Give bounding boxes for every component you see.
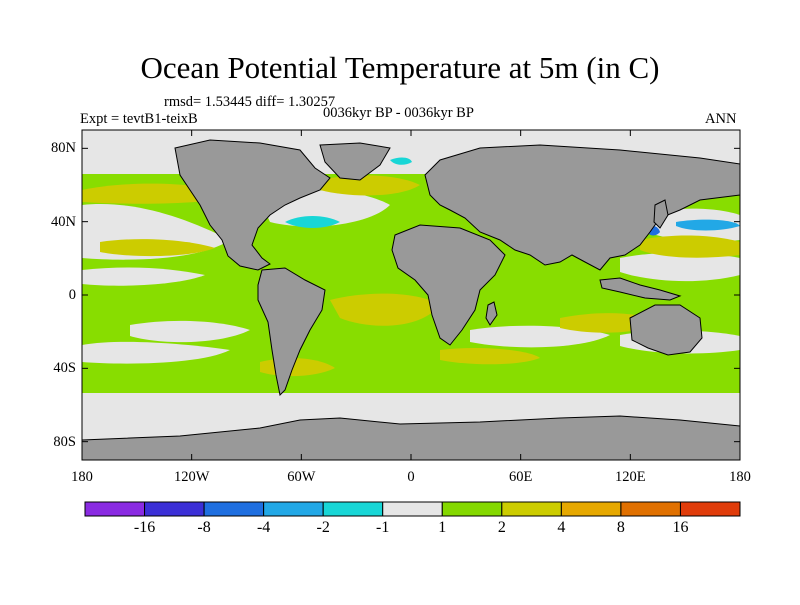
stats-line: rmsd= 1.53445 diff= 1.30257: [164, 94, 336, 110]
axis-ticks: [81, 130, 741, 460]
lon-tick-label: 120E: [615, 469, 646, 485]
colorbar-swatch: [263, 501, 324, 517]
lon-tick-label: 60E: [508, 469, 533, 485]
period-label: 0036kyr BP - 0036kyr BP: [323, 105, 474, 121]
colorbar: [84, 501, 741, 517]
colorbar-swatch: [84, 501, 146, 517]
africa: [391, 224, 506, 346]
figure-title: Ocean Potential Temperature at 5m (in C): [140, 50, 660, 85]
colorbar-label: -8: [197, 519, 211, 536]
colorbar-label: 1: [438, 519, 447, 536]
colorbar-swatch: [382, 501, 443, 517]
colorbar-swatch: [560, 501, 622, 517]
madagascar: [485, 301, 498, 326]
greenland: [319, 142, 391, 181]
land-masses: [82, 139, 740, 460]
colorbar-swatch: [620, 501, 681, 517]
lat-tick-label: 40S: [53, 360, 76, 377]
colorbar-label: 2: [497, 519, 506, 536]
colorbar-label: -2: [316, 519, 330, 536]
colorbar-swatch: [679, 501, 741, 517]
lon-tick-label: 0: [407, 469, 415, 485]
colorbar-swatch: [144, 501, 205, 517]
colorbar-swatch: [441, 501, 503, 517]
lon-tick-label: 120W: [173, 469, 210, 485]
season-label: ANN: [705, 111, 737, 127]
north-america: [174, 139, 331, 271]
colorbar-label: 16: [672, 519, 689, 536]
australia: [629, 304, 703, 356]
lon-tick-label: 180: [71, 469, 93, 485]
lat-tick-label: 40N: [51, 213, 76, 230]
eurasia: [424, 144, 740, 271]
colorbar-swatch: [501, 501, 562, 517]
south-america: [257, 267, 326, 397]
colorbar-swatch: [203, 501, 265, 517]
lon-tick-label: 180: [729, 469, 751, 485]
lat-tick-label: 80N: [51, 140, 76, 157]
colorbar-label: 8: [616, 519, 625, 536]
japan: [653, 199, 669, 229]
lat-tick-label: 0: [68, 287, 76, 303]
experiment-label: Expt = tevtB1-teixB: [80, 111, 198, 127]
colorbar-label: -4: [256, 519, 271, 536]
colorbar-label: -1: [376, 519, 390, 536]
southeast-asia-islands: [599, 277, 682, 301]
colorbar-label: 4: [557, 519, 566, 536]
colorbar-swatch: [322, 501, 384, 517]
lon-tick-label: 60W: [287, 469, 316, 485]
antarctica: [82, 415, 740, 460]
colorbar-label: -16: [133, 519, 156, 536]
lat-tick-label: 80S: [53, 433, 76, 450]
